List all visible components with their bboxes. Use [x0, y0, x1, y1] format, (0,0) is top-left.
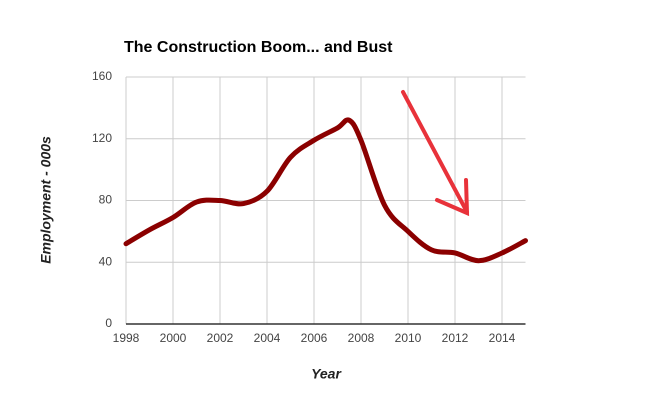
data-line — [123, 117, 528, 264]
y-tick-label: 80 — [99, 193, 113, 207]
x-tick-label: 2012 — [442, 331, 469, 345]
x-tick-label: 2002 — [207, 331, 234, 345]
plot — [123, 117, 528, 264]
x-tick-label: 2014 — [489, 331, 516, 345]
chart-title: The Construction Boom... and Bust — [124, 39, 393, 56]
y-tick-label: 120 — [92, 131, 112, 145]
y-tick-label: 0 — [105, 316, 112, 330]
x-tick-label: 1998 — [113, 331, 140, 345]
x-axis-label: Year — [311, 366, 342, 382]
y-tick-label: 40 — [99, 254, 113, 268]
x-tick-label: 2006 — [301, 331, 328, 345]
x-tick-label: 2010 — [395, 331, 422, 345]
y-tick-label: 160 — [92, 69, 112, 83]
annotation-arrow — [401, 90, 470, 217]
grid — [125, 76, 526, 325]
x-tick-label: 2000 — [160, 331, 187, 345]
x-tick-label: 2004 — [254, 331, 281, 345]
y-axis-label: Employment - 000s — [38, 136, 54, 264]
x-tick-label: 2008 — [348, 331, 375, 345]
